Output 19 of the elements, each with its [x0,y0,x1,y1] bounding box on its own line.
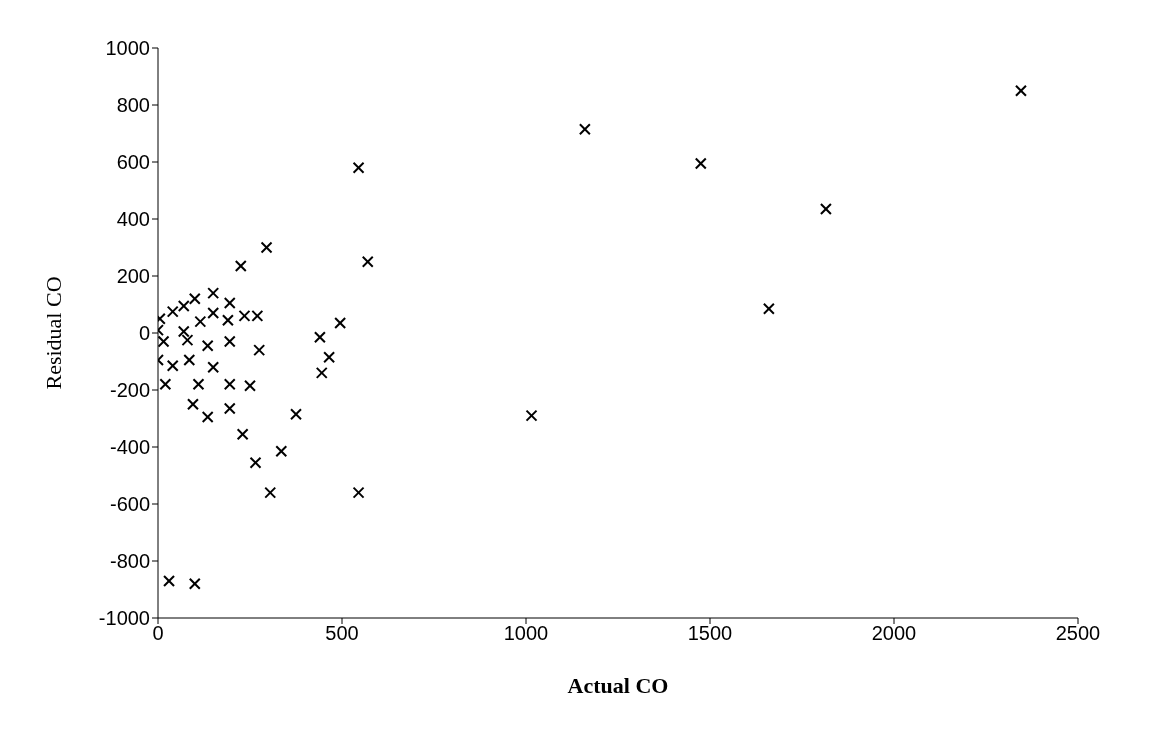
x-tick-label: 0 [152,622,164,645]
x-tick-label: 500 [325,622,359,645]
x-tick-label: 1000 [503,622,549,645]
y-tick-label: -1000 [98,607,150,630]
y-axis-title: Residual CO [40,276,66,390]
y-tick-label: -600 [109,493,150,516]
x-tick-label: 2500 [1055,622,1101,645]
y-tick-label: 800 [116,94,150,117]
y-tick-label: -200 [109,379,150,402]
x-tick-label: 2000 [871,622,917,645]
y-tick-label: -800 [109,550,150,573]
x-axis-title: Actual CO [567,673,669,698]
y-tick-label: 600 [116,151,150,174]
y-tick-label: 1000 [105,37,150,60]
y-tick-label: 400 [116,208,150,231]
y-tick-label: 200 [116,265,150,288]
x-tick-label: 1500 [687,622,733,645]
y-tick-label: 0 [138,322,150,345]
y-tick-label: -400 [109,436,150,459]
